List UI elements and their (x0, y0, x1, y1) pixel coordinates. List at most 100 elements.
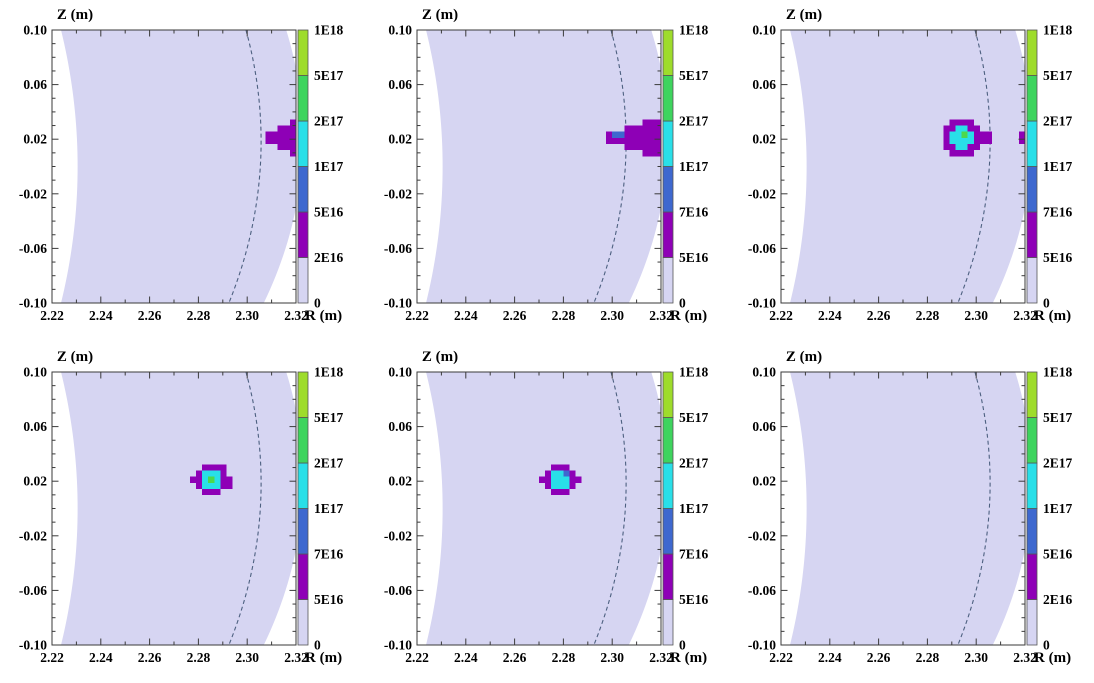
blob-cell (569, 476, 576, 483)
blob-cell (545, 476, 552, 483)
colorbar-segment (297, 120, 309, 167)
blob-cell (967, 143, 974, 151)
x-axis-tick-label: 2.30 (964, 650, 988, 665)
y-axis-tick-label: 0.02 (388, 474, 412, 489)
axis-ticks (52, 30, 296, 303)
blob-cell (961, 137, 968, 144)
deposition-blob (189, 464, 233, 496)
y-axis-title: Z (m) (422, 349, 458, 365)
blob-cell (563, 482, 570, 489)
x-axis-tick-label: 2.26 (138, 308, 162, 323)
x-axis-tick-label: 2.26 (867, 650, 891, 665)
blob-cell (961, 143, 968, 151)
colorbar-segment (662, 462, 674, 509)
blob-cell (642, 150, 649, 157)
plasma-band (426, 372, 661, 645)
blob-cell (214, 464, 221, 471)
blob-cell (214, 470, 221, 477)
blob-cell (654, 137, 661, 144)
blob-cell (973, 143, 980, 151)
blob-cell (202, 464, 209, 471)
blob-cell (563, 470, 570, 477)
colorbar-tick-label: 5E17 (679, 68, 709, 83)
colorbar-segment (662, 75, 674, 122)
blob-cell (955, 131, 962, 138)
x-axis-tick-label: 2.30 (235, 650, 259, 665)
y-axis-tick-label: 0.10 (752, 23, 776, 38)
colorbar-segment (662, 417, 674, 464)
blob-cell (277, 125, 284, 132)
y-axis-tick-label: -0.10 (384, 296, 412, 311)
x-axis-tick-label: 2.32 (649, 308, 673, 323)
blob-cell (624, 143, 631, 151)
y-axis-tick-label: -0.02 (19, 528, 47, 543)
blob-cell (612, 137, 619, 144)
blob-cell (551, 482, 558, 489)
blob-cell (961, 119, 968, 126)
colorbar-tick-label: 2E17 (314, 114, 344, 129)
blob-cell (289, 143, 296, 151)
colorbar-tick-label: 1E18 (679, 365, 709, 380)
blob-cell (563, 488, 570, 496)
blob-cell (195, 482, 203, 489)
blob-cell (202, 476, 209, 483)
x-axis-tick-label: 2.28 (916, 650, 940, 665)
blob-cell (967, 150, 974, 157)
blob-cell (955, 125, 962, 132)
x-axis-tick-label: 2.26 (503, 650, 527, 665)
x-axis-title: R (m) (305, 308, 342, 324)
colorbar-tick-label: 7E16 (1043, 205, 1073, 220)
y-axis-title: Z (m) (422, 7, 458, 23)
blob-cell (636, 131, 643, 138)
colorbar (297, 29, 309, 304)
blob-cell (569, 482, 576, 489)
blob-cell (943, 125, 950, 132)
blob-cell (202, 470, 209, 477)
colorbar-tick-label: 1E18 (314, 23, 344, 38)
blob-cell (648, 131, 655, 138)
colorbar-tick-label: 5E16 (1043, 250, 1073, 265)
blob-cell (973, 137, 980, 144)
y-axis-tick-label: -0.06 (19, 583, 47, 598)
colorbar-segment (1026, 120, 1038, 167)
blob-cell (967, 131, 974, 138)
blob-cell (949, 143, 956, 151)
blob-cell (979, 131, 986, 138)
blob-cell (606, 137, 613, 144)
x-axis-title: R (m) (1034, 650, 1071, 666)
colorbar-segment (662, 166, 674, 213)
blob-cell (973, 125, 980, 132)
blob-cell (220, 482, 227, 489)
x-axis-tick-label: 2.32 (649, 650, 673, 665)
blob-cell (202, 482, 209, 489)
deposition-blob (1018, 131, 1025, 144)
blob-cell (539, 476, 546, 483)
colorbar-tick-label: 2E17 (679, 114, 709, 129)
blob-cell (612, 131, 619, 138)
blob-cell (648, 150, 655, 157)
blob-cell (545, 470, 552, 477)
blob-cell (195, 470, 203, 477)
blob-cell (624, 125, 631, 132)
x-axis-tick-label: 2.26 (867, 308, 891, 323)
plot-area (426, 30, 661, 303)
blob-cell (642, 119, 649, 126)
blob-cell (636, 143, 643, 151)
colorbar-tick-label: 0 (1043, 296, 1050, 311)
blob-cell (557, 464, 564, 471)
x-axis-tick-label: 2.30 (600, 308, 624, 323)
colorbar-segment (662, 371, 674, 418)
y-axis-title: Z (m) (786, 349, 822, 365)
blob-cell (277, 131, 284, 138)
blob-cell (289, 125, 296, 132)
blob-cell (208, 476, 215, 483)
x-axis-tick-label: 2.28 (187, 308, 211, 323)
blob-cell (575, 476, 582, 483)
blob-cell (271, 137, 278, 144)
blob-cell (220, 470, 227, 477)
colorbar-segment (297, 211, 309, 258)
y-axis-tick-label: -0.02 (748, 528, 776, 543)
plot-area (61, 30, 296, 303)
colorbar-segment (662, 120, 674, 167)
colorbar-tick-label: 2E17 (314, 456, 344, 471)
